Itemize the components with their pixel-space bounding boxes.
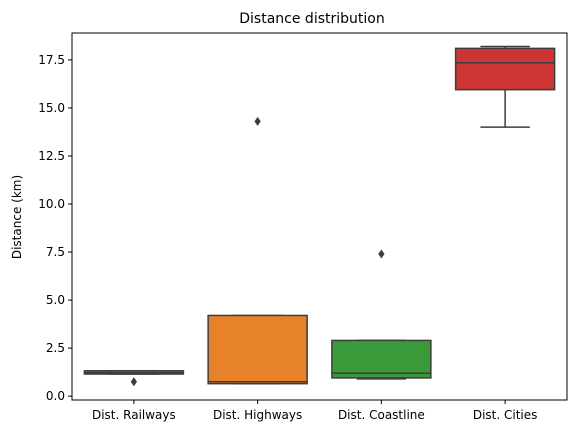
x-tick-label: Dist. Cities bbox=[473, 408, 538, 422]
plot-area-frame bbox=[71, 32, 568, 401]
boxes-group bbox=[83, 45, 556, 387]
y-axis-ticks: 0.0 2.5 5.0 7.5 10.0 12.5 15.0 17.5 bbox=[38, 53, 72, 403]
y-tick-label: 10.0 bbox=[38, 197, 65, 211]
outlier-point bbox=[378, 249, 385, 259]
box-body bbox=[331, 339, 432, 379]
y-tick-label: 0.0 bbox=[46, 389, 65, 403]
y-tick-label: 15.0 bbox=[38, 101, 65, 115]
y-tick-label: 17.5 bbox=[38, 53, 65, 67]
outlier-point bbox=[254, 116, 261, 126]
y-axis-label: Distance (km) bbox=[10, 175, 24, 259]
box-dist-highways bbox=[207, 116, 308, 385]
y-tick-label: 7.5 bbox=[46, 245, 65, 259]
box-dist-cities bbox=[454, 45, 556, 128]
x-tick-label: Dist. Coastline bbox=[338, 408, 425, 422]
outlier-point bbox=[130, 377, 138, 387]
box-body bbox=[207, 314, 308, 385]
y-tick-label: 2.5 bbox=[46, 341, 65, 355]
box-dist-coastline bbox=[331, 249, 432, 380]
x-tick-label: Dist. Highways bbox=[213, 408, 302, 422]
chart-title: Distance distribution bbox=[239, 11, 384, 27]
box-dist-railways bbox=[83, 370, 185, 387]
x-tick-label: Dist. Railways bbox=[92, 408, 176, 422]
x-axis-ticks: Dist. Railways Dist. Highways Dist. Coastl… bbox=[92, 400, 537, 422]
y-tick-label: 5.0 bbox=[46, 293, 65, 307]
box-body bbox=[454, 47, 556, 91]
y-tick-label: 12.5 bbox=[38, 149, 65, 163]
